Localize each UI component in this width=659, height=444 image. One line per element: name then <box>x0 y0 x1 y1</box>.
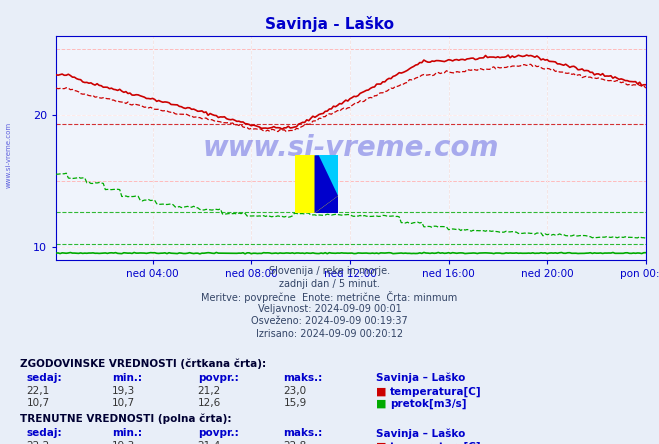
Text: Osveženo: 2024-09-09 00:19:37: Osveženo: 2024-09-09 00:19:37 <box>251 316 408 326</box>
Text: temperatura[C]: temperatura[C] <box>390 441 482 444</box>
Text: pretok[m3/s]: pretok[m3/s] <box>390 398 467 408</box>
Text: TRENUTNE VREDNOSTI (polna črta):: TRENUTNE VREDNOSTI (polna črta): <box>20 413 231 424</box>
Text: Savinja – Laško: Savinja – Laško <box>376 373 465 384</box>
Text: 21,2: 21,2 <box>198 386 221 396</box>
Text: sedaj:: sedaj: <box>26 428 62 438</box>
Text: 15,9: 15,9 <box>283 398 306 408</box>
Text: Izrisano: 2024-09-09 00:20:12: Izrisano: 2024-09-09 00:20:12 <box>256 329 403 339</box>
Text: www.si-vreme.com: www.si-vreme.com <box>5 123 11 188</box>
Text: ■: ■ <box>376 398 386 408</box>
Text: 19,3: 19,3 <box>112 441 135 444</box>
Text: 22,1: 22,1 <box>26 386 49 396</box>
Text: ■: ■ <box>376 441 386 444</box>
Text: 22,8: 22,8 <box>283 441 306 444</box>
Text: ZGODOVINSKE VREDNOSTI (črtkana črta):: ZGODOVINSKE VREDNOSTI (črtkana črta): <box>20 358 266 369</box>
Text: www.si-vreme.com: www.si-vreme.com <box>203 134 499 162</box>
Text: Savinja - Laško: Savinja - Laško <box>265 16 394 32</box>
Text: maks.:: maks.: <box>283 428 323 438</box>
Text: 22,2: 22,2 <box>26 441 49 444</box>
Text: ■: ■ <box>376 386 386 396</box>
Text: povpr.:: povpr.: <box>198 373 239 383</box>
Text: povpr.:: povpr.: <box>198 428 239 438</box>
Text: sedaj:: sedaj: <box>26 373 62 383</box>
Text: 23,0: 23,0 <box>283 386 306 396</box>
Text: 21,4: 21,4 <box>198 441 221 444</box>
Text: 12,6: 12,6 <box>198 398 221 408</box>
Text: 19,3: 19,3 <box>112 386 135 396</box>
Text: Meritve: povprečne  Enote: metrične  Črta: minmum: Meritve: povprečne Enote: metrične Črta:… <box>202 291 457 303</box>
Text: zadnji dan / 5 minut.: zadnji dan / 5 minut. <box>279 279 380 289</box>
Text: Slovenija / reke in morje.: Slovenija / reke in morje. <box>269 266 390 277</box>
Polygon shape <box>314 155 338 196</box>
Text: temperatura[C]: temperatura[C] <box>390 386 482 396</box>
Text: maks.:: maks.: <box>283 373 323 383</box>
Text: Veljavnost: 2024-09-09 00:01: Veljavnost: 2024-09-09 00:01 <box>258 304 401 314</box>
Text: min.:: min.: <box>112 373 142 383</box>
Text: 10,7: 10,7 <box>112 398 135 408</box>
Polygon shape <box>314 155 338 213</box>
Text: 10,7: 10,7 <box>26 398 49 408</box>
Text: min.:: min.: <box>112 428 142 438</box>
Text: Savinja – Laško: Savinja – Laško <box>376 428 465 439</box>
Polygon shape <box>314 196 338 213</box>
